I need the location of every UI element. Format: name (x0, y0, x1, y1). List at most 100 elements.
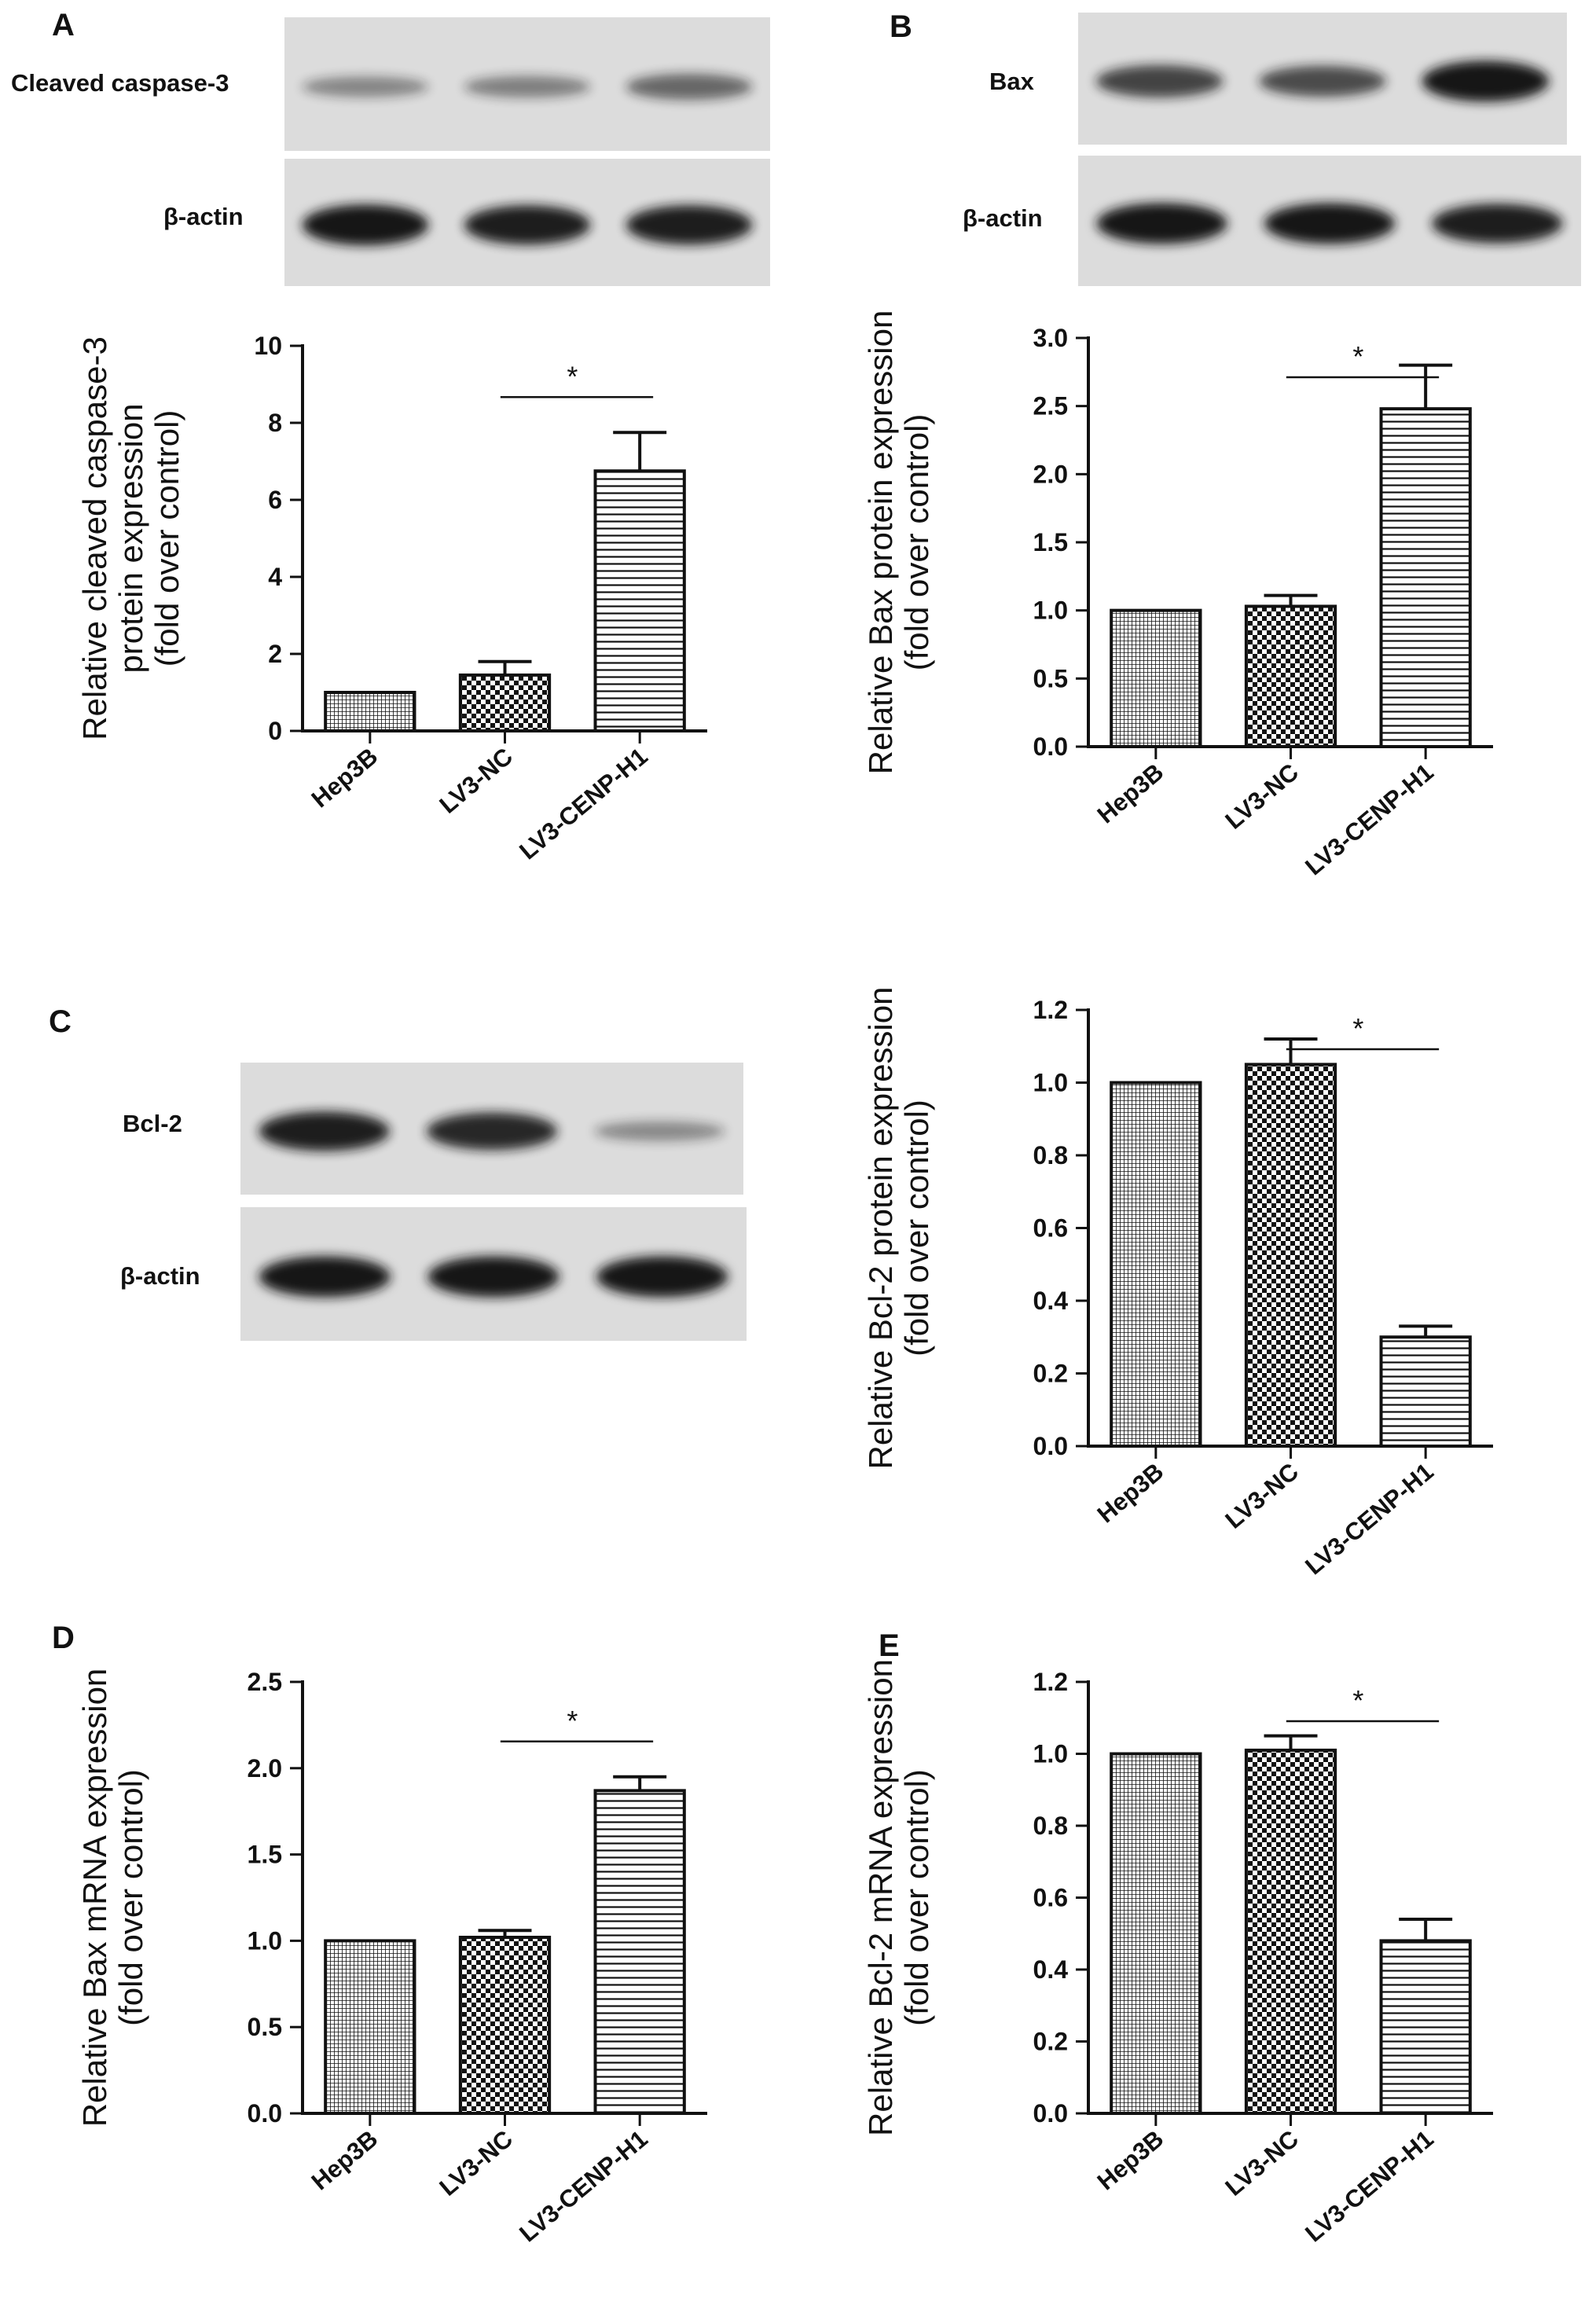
y-axis-label-line: Relative Bcl-2 mRNA expression (862, 1659, 899, 2136)
bar (458, 1936, 552, 2115)
y-axis-label-line: Relative Bax mRNA expression (76, 1669, 113, 2128)
y-tick-label: 0.0 (1033, 1432, 1068, 1460)
bar (324, 1939, 416, 2115)
chart-b-bax-protein: 0.0 0.5 1.0 1.5 2.0 2.5 3.0 Relative Bax protei… (862, 310, 1493, 881)
x-tick-label: Hep3B (1092, 758, 1169, 829)
blot-band (426, 1112, 558, 1151)
significance-star: * (1352, 1684, 1363, 1716)
bar (1379, 407, 1472, 748)
blot-label-bax: Bax (989, 68, 1034, 95)
y-tick-label: 0.4 (1033, 1287, 1069, 1315)
blot-band (626, 205, 753, 245)
blot-band (259, 1111, 390, 1151)
bar (1110, 1752, 1202, 2115)
significance-star: * (567, 1705, 578, 1737)
y-tick-label: 0.5 (1033, 664, 1068, 692)
y-axis-label-line: (fold over control) (898, 414, 935, 671)
y-tick-label: 1.0 (248, 1926, 282, 1955)
y-tick-label: 0.6 (1033, 1884, 1068, 1912)
x-tick-label: Hep3B (306, 743, 383, 813)
y-tick-label: 0.8 (1033, 1141, 1068, 1169)
bar (1110, 608, 1202, 748)
blot-label-beta-actin-b: β-actin (963, 204, 1043, 232)
x-tick-label: LV3-NC (435, 743, 518, 819)
y-axis-label-line: Relative Bcl-2 protein expression (862, 987, 899, 1470)
blot-bcl-2 (240, 1063, 743, 1195)
x-tick-label: LV3-CENP-H1 (514, 743, 652, 865)
y-axis-label-line: (fold over control) (112, 1769, 149, 2026)
chart-d-bax-mrna: 0.0 0.5 1.0 1.5 2.0 2.5 Relative Bax mRNA expr… (76, 1668, 707, 2248)
y-tick-label: 6 (268, 486, 282, 514)
panel-label-a: A (52, 8, 75, 42)
x-tick-label: LV3-CENP-H1 (1300, 758, 1438, 881)
blot-band (427, 1256, 560, 1298)
y-axis-label-line: (fold over control) (898, 1769, 935, 2026)
y-tick-label: 0.8 (1033, 1812, 1068, 1840)
y-tick-label: 2.0 (1033, 460, 1068, 488)
y-axis-label-line: (fold over control) (149, 410, 185, 667)
y-tick-label: 1.5 (248, 1841, 282, 1869)
bar (1244, 1748, 1337, 2116)
y-axis-label-line: protein expression (112, 403, 149, 673)
y-tick-label: 8 (268, 409, 282, 437)
blot-band (302, 204, 429, 246)
x-tick-label: LV3-NC (435, 2125, 518, 2201)
blot-band (259, 1256, 391, 1298)
bar (1110, 1081, 1202, 1448)
y-tick-label: 4 (268, 563, 282, 591)
significance-star: * (1352, 340, 1363, 373)
y-tick-label: 10 (254, 332, 282, 360)
bar (1244, 1063, 1337, 1448)
y-tick-label: 2.5 (248, 1668, 282, 1696)
blot-band (1096, 203, 1227, 244)
x-tick-label: LV3-CENP-H1 (514, 2125, 652, 2248)
y-axis-label-line: (fold over control) (898, 1100, 935, 1357)
y-tick-label: 0.0 (248, 2099, 282, 2128)
y-tick-label: 1.0 (1033, 1740, 1068, 1768)
y-tick-label: 2.5 (1033, 392, 1068, 420)
blot-cleaved-caspase-3 (284, 17, 770, 151)
y-tick-label: 2 (268, 640, 282, 668)
x-tick-label: LV3-NC (1220, 2125, 1304, 2201)
blot-band (302, 76, 429, 97)
blot-band (596, 1256, 728, 1298)
bar (458, 673, 552, 733)
x-tick-label: LV3-NC (1220, 758, 1304, 835)
panel-label-d: D (52, 1621, 75, 1655)
x-tick-label: LV3-NC (1220, 1458, 1304, 1534)
y-tick-label: 0.2 (1033, 1360, 1068, 1388)
blot-band (1095, 64, 1224, 97)
y-tick-label: 0.0 (1033, 2099, 1068, 2128)
x-tick-label: LV3-CENP-H1 (1300, 1458, 1438, 1581)
bar (1379, 1335, 1472, 1448)
y-axis-label-line: Relative Bax protein expression (862, 310, 899, 775)
y-axis-label-line: Relative cleaved caspase-3 (76, 336, 113, 740)
bar (1244, 604, 1337, 749)
y-tick-label: 0.2 (1033, 2028, 1068, 2056)
blot-band (626, 73, 753, 101)
x-tick-label: Hep3B (306, 2125, 383, 2196)
blot-beta-actin-a (284, 159, 770, 286)
blot-band (1432, 204, 1563, 244)
y-tick-label: 1.2 (1033, 1668, 1068, 1696)
significance-star: * (567, 360, 578, 392)
y-tick-label: 2.0 (248, 1754, 282, 1782)
blot-band (1259, 65, 1386, 97)
panel-label-e: E (879, 1628, 900, 1663)
bar (1379, 1939, 1472, 2115)
blot-label-beta-actin-a: β-actin (163, 203, 244, 230)
blot-beta-actin-c (240, 1207, 747, 1341)
chart-a-cleaved-caspase-3: 0 2 4 6 8 10 Relative cleaved caspase-3 protein… (76, 332, 707, 865)
bar (593, 469, 686, 732)
x-tick-label: Hep3B (1092, 2125, 1169, 2196)
blot-label-cleaved-caspase-3: Cleaved caspase-3 (11, 69, 229, 97)
y-tick-label: 1.2 (1033, 996, 1068, 1024)
blot-bax (1078, 13, 1567, 145)
y-tick-label: 1.0 (1033, 597, 1068, 625)
chart-c-bcl-2-protein: 0.0 0.2 0.4 0.6 0.8 1.0 1.2 Relative Bcl-2 prot… (862, 987, 1493, 1581)
y-tick-label: 3.0 (1033, 324, 1068, 352)
x-tick-label: Hep3B (1092, 1458, 1169, 1529)
bar (324, 691, 416, 732)
y-tick-label: 1.5 (1033, 528, 1068, 556)
panel-label-b: B (890, 9, 912, 44)
